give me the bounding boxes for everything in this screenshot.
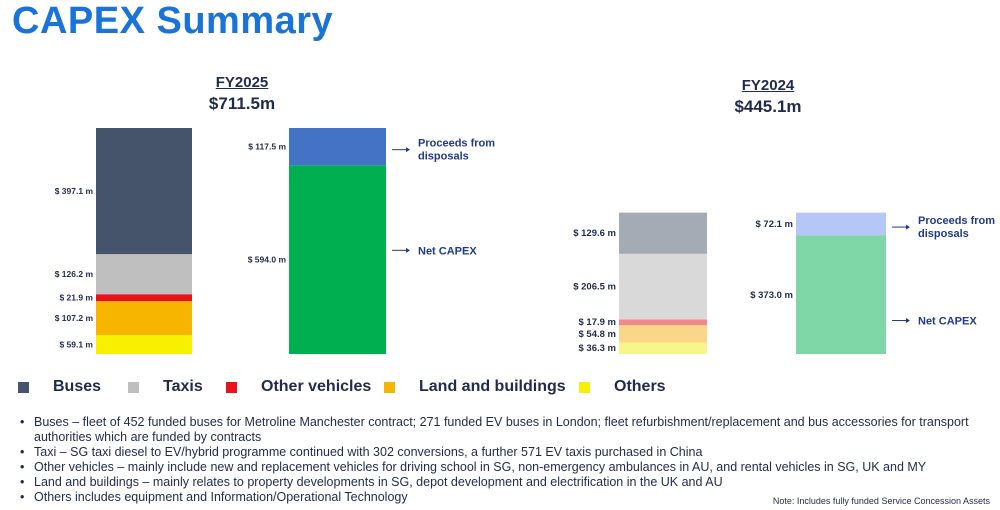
- data-label-fy2024-breakdown-by-category-others: $ 36.3 m: [579, 343, 617, 354]
- legend-label-buses: Buses: [53, 378, 102, 395]
- arrow-head-icon-fy2024-funding-proceeds-from-disposals: [906, 224, 910, 230]
- legend-swatch-others: [579, 381, 590, 393]
- bar-fy2025-funding-net-capex: [289, 165, 386, 354]
- bar-fy2024-breakdown-by-category-land-and-buildings: [619, 325, 707, 343]
- data-label-fy2025-breakdown-by-category-others: $ 59.1 m: [59, 340, 93, 350]
- legend-swatch-taxis: [128, 381, 139, 393]
- bar-fy2024-funding-proceeds-from-disposals: [796, 212, 886, 236]
- note-item: • Taxi – SG taxi diesel to EV/hybrid prog…: [18, 445, 978, 460]
- data-label-fy2024-breakdown-by-category-taxis: $ 206.5 m: [573, 282, 616, 293]
- legend-item-other-vehicles: Other vehicles: [226, 378, 384, 396]
- data-label-fy2025-breakdown-by-category-other-vehicles: $ 21.9 m: [59, 293, 93, 303]
- fy2025-total: $711.5m: [208, 94, 276, 113]
- legend-item-taxis: Taxis: [128, 378, 226, 396]
- data-label-fy2024-breakdown-by-category-land-and-buildings: $ 54.8 m: [579, 329, 617, 340]
- chart-legend: Buses Taxis Other vehicles Land and buil…: [18, 378, 689, 396]
- bar-fy2024-breakdown-by-category-buses: [619, 212, 707, 254]
- legend-swatch-land-buildings: [384, 381, 395, 393]
- legend-label-others: Others: [614, 378, 666, 395]
- legend-item-buses: Buses: [18, 378, 128, 396]
- legend-item-land-buildings: Land and buildings: [384, 378, 579, 396]
- bar-fy2024-breakdown-by-category-other-vehicles: [619, 319, 707, 326]
- bar-fy2024-funding-net-capex: [796, 235, 886, 354]
- legend-item-others: Others: [579, 378, 689, 396]
- note-text: Others includes equipment and Informatio…: [34, 490, 408, 504]
- data-label-fy2025-breakdown-by-category-land-and-buildings: $ 107.2 m: [55, 313, 94, 323]
- bullet-icon: •: [20, 475, 25, 489]
- note-item: • Land and buildings – mainly relates to …: [18, 475, 978, 490]
- legend-label-other-vehicles: Other vehicles: [261, 378, 372, 395]
- note-item: • Others includes equipment and Informati…: [18, 490, 978, 505]
- note-text: Taxi – SG taxi diesel to EV/hybrid progr…: [34, 445, 703, 459]
- arrow-head-icon-fy2025-funding-proceeds-from-disposals: [406, 147, 410, 153]
- data-label-fy2025-funding-net-capex: $ 594.0 m: [248, 255, 287, 265]
- legend-swatch-buses: [18, 381, 29, 393]
- annotation-fy2024-funding-proceeds-from-disposals-line-0: Proceeds from: [918, 215, 995, 227]
- data-label-fy2024-breakdown-by-category-other-vehicles: $ 17.9 m: [579, 317, 617, 328]
- data-label-fy2025-funding-proceeds-from-disposals: $ 117.5 m: [248, 142, 286, 152]
- annotation-fy2025-funding-proceeds-from-disposals-line-0: Proceeds from: [418, 138, 495, 150]
- bar-fy2025-funding-proceeds-from-disposals: [289, 128, 386, 166]
- bullet-icon: •: [20, 445, 25, 459]
- fy2024-label: FY2024: [741, 77, 795, 94]
- data-label-fy2024-funding-proceeds-from-disposals: $ 72.1 m: [756, 219, 794, 230]
- annotation-fy2025-funding-proceeds-from-disposals-line-1: disposals: [418, 151, 469, 163]
- bar-fy2024-breakdown-by-category-taxis: [619, 253, 707, 320]
- legend-swatch-other-vehicles: [226, 381, 237, 393]
- footnote: Note: Includes fully funded Service Conc…: [772, 496, 990, 506]
- data-label-fy2024-breakdown-by-category-buses: $ 129.6 m: [573, 228, 616, 239]
- fy2025-label: FY2025: [215, 74, 269, 91]
- note-text: Other vehicles – mainly include new and …: [34, 460, 927, 474]
- note-item: • Buses – fleet of 452 funded buses for M…: [18, 415, 978, 445]
- legend-label-land-buildings: Land and buildings: [419, 378, 566, 395]
- annotation-fy2025-funding-net-capex-line-0: Net CAPEX: [418, 245, 477, 257]
- annotation-fy2024-funding-proceeds-from-disposals-line-1: disposals: [918, 228, 969, 240]
- note-text: Buses – fleet of 452 funded buses for Me…: [34, 415, 969, 444]
- bullet-icon: •: [20, 460, 25, 474]
- note-text: Land and buildings – mainly relates to p…: [34, 475, 723, 489]
- note-item: • Other vehicles – mainly include new and…: [18, 460, 978, 475]
- notes-list: • Buses – fleet of 452 funded buses for M…: [18, 415, 978, 505]
- capex-charts: $ 59.1 m $ 107.2 m $ 21.9 m $ 126.2 m $ 397.…: [55, 128, 995, 354]
- page-title: CAPEX Summary: [12, 0, 334, 42]
- bar-fy2025-breakdown-by-category-buses: [96, 128, 192, 255]
- bar-fy2025-breakdown-by-category-land-and-buildings: [96, 301, 192, 336]
- data-label-fy2024-funding-net-capex: $ 373.0 m: [750, 290, 793, 301]
- bar-fy2025-breakdown-by-category-other-vehicles: [96, 294, 192, 302]
- bullet-icon: •: [20, 490, 25, 504]
- legend-label-taxis: Taxis: [163, 378, 203, 395]
- bullet-icon: •: [20, 415, 25, 429]
- bar-fy2025-breakdown-by-category-others: [96, 335, 192, 354]
- arrow-head-icon-fy2025-funding-net-capex: [406, 247, 410, 253]
- data-label-fy2025-breakdown-by-category-taxis: $ 126.2 m: [55, 269, 94, 279]
- arrow-head-icon-fy2024-funding-net-capex: [906, 318, 910, 324]
- annotation-fy2024-funding-net-capex-line-0: Net CAPEX: [918, 316, 977, 328]
- data-label-fy2025-breakdown-by-category-buses: $ 397.1 m: [55, 186, 94, 196]
- bar-fy2024-breakdown-by-category-others: [619, 342, 707, 354]
- bar-fy2025-breakdown-by-category-taxis: [96, 254, 192, 295]
- fy2024-total: $445.1m: [734, 97, 802, 116]
